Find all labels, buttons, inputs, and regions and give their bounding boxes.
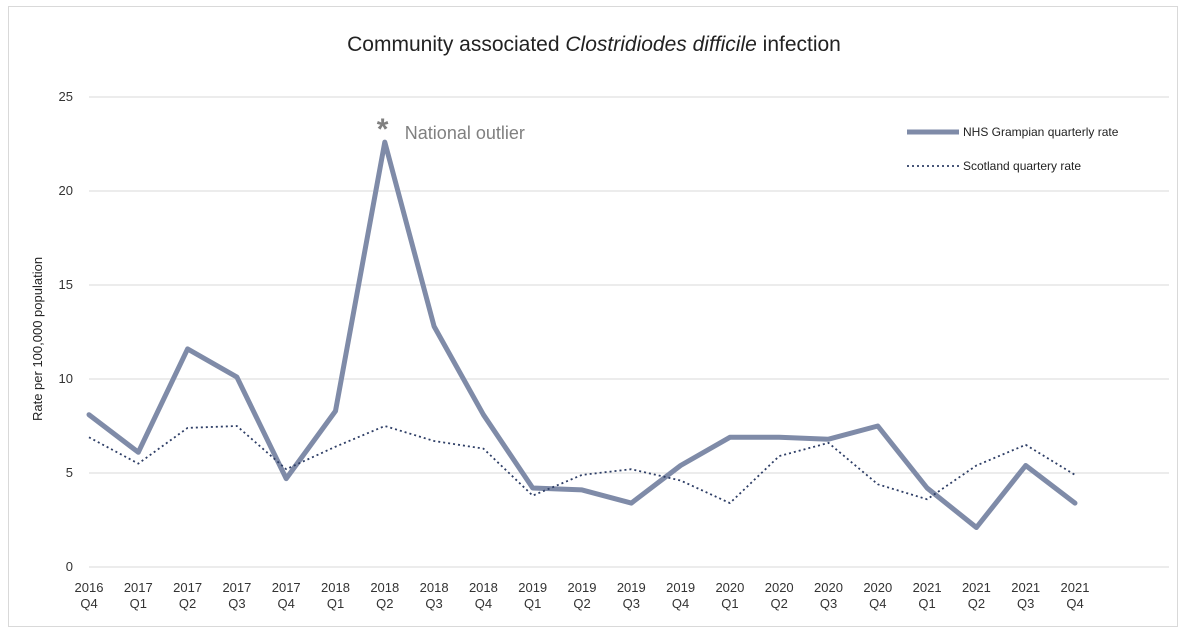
- x-tick-label: 2017 Q2: [173, 580, 202, 611]
- chart-title-part: Community associated: [347, 33, 565, 56]
- x-tick-label: 2020 Q4: [863, 580, 892, 611]
- line-chart: Community associated Clostridiodes diffi…: [30, 33, 1169, 611]
- chart-title: Community associated Clostridiodes diffi…: [347, 33, 841, 56]
- x-tick-label: 2018 Q2: [370, 580, 399, 611]
- x-tick-label: 2018 Q1: [321, 580, 350, 611]
- y-tick-label: 5: [66, 465, 73, 480]
- x-tick-label: 2019 Q2: [568, 580, 597, 611]
- x-tick-label: 2021 Q1: [913, 580, 942, 611]
- x-tick-label: 2019 Q1: [518, 580, 547, 611]
- x-tick-label: 2016 Q4: [75, 580, 104, 611]
- x-axis-ticks: 2016 Q4 2017 Q1 2017 Q2 2017 Q3 2017 Q4 2018 Q1 2018…: [75, 580, 1090, 611]
- series-line-1: [86, 139, 1078, 530]
- annotation-label: National outlier: [405, 123, 525, 143]
- y-tick-label: 25: [59, 89, 73, 104]
- y-tick-label: 10: [59, 371, 73, 386]
- legend: NHS Grampian quarterly rate Scotland quar…: [907, 125, 1119, 173]
- x-tick-label: 2019 Q3: [617, 580, 646, 611]
- x-tick-label: 2021 Q3: [1011, 580, 1040, 611]
- chart-title-part: infection: [757, 33, 841, 56]
- x-tick-label: 2020 Q2: [765, 580, 794, 611]
- annotation-star: *: [377, 113, 389, 146]
- legend-label: NHS Grampian quarterly rate: [963, 125, 1119, 139]
- x-tick-label: 2017 Q4: [272, 580, 301, 611]
- y-axis-ticks: 0 5 10 15 20 25: [59, 89, 73, 574]
- x-tick-label: 2017 Q3: [222, 580, 251, 611]
- x-tick-label: 2017 Q1: [124, 580, 153, 611]
- gridlines: [89, 96, 1169, 568]
- annotations: * National outlier: [377, 113, 525, 146]
- x-tick-label: 2021 Q4: [1061, 580, 1090, 611]
- y-tick-label: 0: [66, 559, 73, 574]
- x-tick-label: 2019 Q4: [666, 580, 695, 611]
- x-tick-label: 2021 Q2: [962, 580, 991, 611]
- series-lines: [86, 139, 1078, 530]
- chart-frame: Community associated Clostridiodes diffi…: [8, 6, 1178, 627]
- chart-title-part: Clostridiodes difficile: [565, 33, 756, 56]
- x-tick-label: 2020 Q3: [814, 580, 843, 611]
- x-tick-label: 2020 Q1: [715, 580, 744, 611]
- legend-label: Scotland quartery rate: [963, 159, 1081, 173]
- y-axis-label: Rate per 100,000 population: [30, 257, 45, 421]
- y-tick-label: 20: [59, 183, 73, 198]
- x-tick-label: 2018 Q3: [420, 580, 449, 611]
- x-tick-label: 2018 Q4: [469, 580, 498, 611]
- y-tick-label: 15: [59, 277, 73, 292]
